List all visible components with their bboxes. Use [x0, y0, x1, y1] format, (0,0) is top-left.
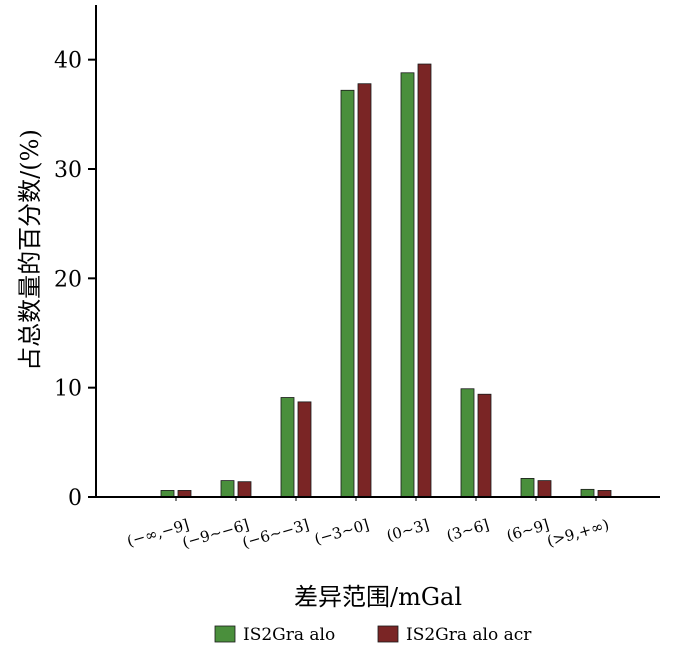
bar-series2: [537, 480, 552, 498]
bar-series1: [280, 397, 295, 498]
y-ticks: 0 10 20 30 40: [54, 49, 96, 511]
x-axis-title: 差异范围/mGal: [294, 583, 462, 611]
x-tick-label: (3~6]: [444, 516, 491, 545]
bar-series1: [460, 388, 475, 498]
bar-series2: [237, 481, 252, 498]
x-tick-label: (6~9]: [504, 516, 551, 545]
legend-swatch: [214, 625, 236, 643]
legend-label: IS2Gra alo: [243, 625, 335, 645]
bar-series1: [400, 72, 415, 498]
bar-series1: [520, 478, 535, 498]
x-tick-label: (−6~−3]: [240, 516, 311, 552]
y-axis-title: 占总数量的百分数/(%): [16, 129, 44, 371]
bar-series1: [580, 488, 595, 498]
bar-series2: [477, 393, 492, 498]
legend: IS2Gra alo IS2Gra alo acr: [214, 625, 532, 645]
bar-series1: [220, 480, 235, 498]
plot-area: [160, 63, 612, 498]
x-tick-label: (−∞,−9]: [125, 516, 191, 551]
y-tick-label: 40: [54, 49, 82, 74]
bar-series2: [417, 63, 432, 498]
x-tick-label: (0~3]: [384, 516, 431, 545]
legend-label: IS2Gra alo acr: [406, 625, 532, 645]
bar-series1: [340, 89, 355, 498]
y-tick-label: 30: [54, 158, 82, 183]
y-tick-label: 0: [68, 486, 82, 511]
x-tick-label: (>9,+∞): [545, 516, 611, 551]
legend-swatch: [377, 625, 399, 643]
bar-series2: [357, 83, 372, 498]
x-ticks: (−∞,−9](−9~−6](−6~−3] (−3~0] (0~3] (3~6] (6~…: [125, 497, 611, 552]
y-tick-label: 20: [54, 267, 82, 292]
bar-series2: [297, 401, 312, 498]
y-tick-label: 10: [54, 377, 82, 402]
x-tick-label: (−3~0]: [312, 516, 371, 549]
